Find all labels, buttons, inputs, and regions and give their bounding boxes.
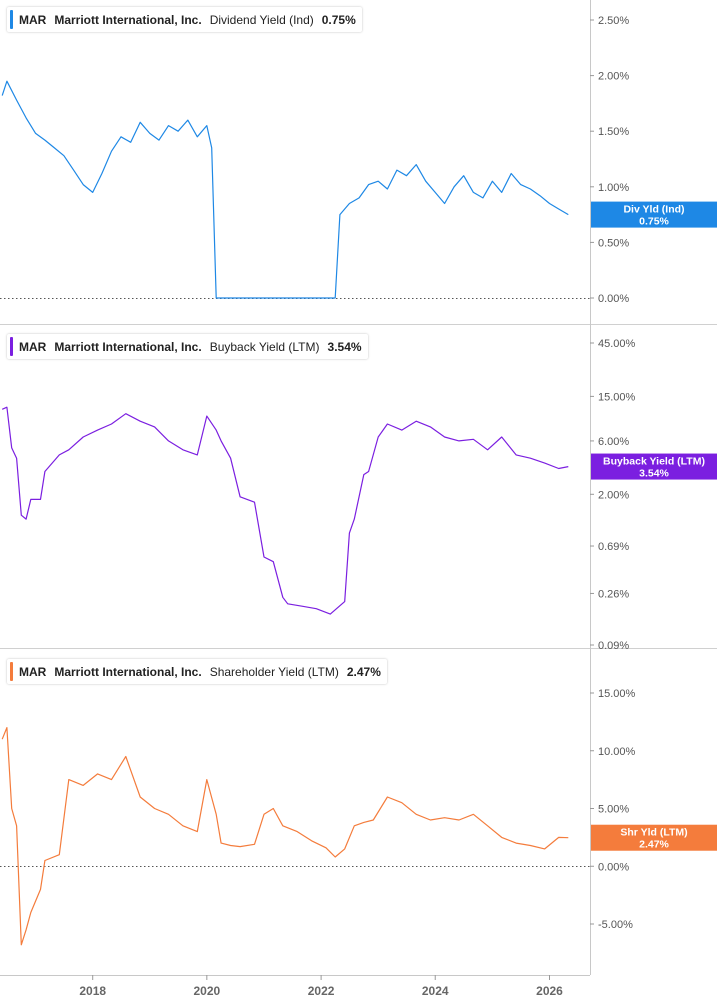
panel-3-company: Marriott International, Inc. [54,664,202,679]
panel-2-metric: Buyback Yield (LTM) [209,339,320,354]
panel-1-metric: Dividend Yield (Ind) [209,12,314,27]
panel-2-badge-value: 3.54% [639,468,669,480]
panel-3-badge-value: 2.47% [639,839,669,851]
panel-2-last-value-badge: Buyback Yield (LTM)3.54% [591,453,717,480]
panel-1-y-tick-label: 1.00% [598,182,629,194]
x-tick-label: 2026 [536,984,563,998]
panel-1-y-tick-label: 0.50% [598,237,629,249]
x-tick-label: 2022 [308,984,335,998]
panel-2-badge-bg [591,453,717,480]
panel-1-y-tick-label: 2.00% [598,71,629,83]
panel-2-y-tick-label: 45.00% [598,338,636,350]
panel-1-legend-color [10,10,13,29]
panel-3-y-tick-label: 0.00% [598,861,629,873]
panel-2-badge-label: Buyback Yield (LTM) [603,456,705,468]
panel-1-legend: MAR Marriott International, Inc. Dividen… [7,7,362,32]
panel-2-ticker: MAR [19,339,47,354]
panel-2-legend-color [10,337,13,356]
panel-3-metric: Shareholder Yield (LTM) [209,664,339,679]
panel-2-value: 3.54% [327,339,362,354]
panel-2-series-line [1,406,569,615]
panel-2-y-tick-label: 6.00% [598,436,629,448]
panel-1-badge-label: Div Yld (Ind) [623,204,684,216]
panel-3-badge-label: Shr Yld (LTM) [620,827,687,839]
panel-3-last-value-badge: Shr Yld (LTM)2.47% [591,824,717,851]
panel-1-badge-bg [591,201,717,228]
panel-2-company: Marriott International, Inc. [54,339,202,354]
panel-1-series-line [1,80,569,299]
panel-1-badge-value: 0.75% [639,216,669,228]
panel-2-y-tick-label: 0.09% [598,640,629,652]
panel-2-legend: MAR Marriott International, Inc. Buyback… [7,334,368,359]
panel-1-last-value-badge: Div Yld (Ind)0.75% [591,201,717,228]
x-tick-label: 2020 [193,984,220,998]
panel-3-value: 2.47% [346,664,381,679]
panel-2-y-tick-label: 0.26% [598,588,629,600]
panel-1-value: 0.75% [321,12,356,27]
x-tick-label: 2024 [422,984,449,998]
panel-1-y-tick-label: 2.50% [598,15,629,27]
panel-3-y-tick-label: 5.00% [598,804,629,816]
panel-1-ticker: MAR [19,12,47,27]
panel-2-y-tick-label: 0.69% [598,541,629,553]
panel-3-legend-color [10,662,13,681]
x-tick-label: 2018 [79,984,106,998]
panel-3-badge-bg [591,824,717,851]
panel-1-y-tick-label: 0.00% [598,293,629,305]
panel-3-legend: MAR Marriott International, Inc. Shareho… [7,659,387,684]
panel-1-company: Marriott International, Inc. [54,12,202,27]
panel-3-y-tick-label: 10.00% [598,746,636,758]
panel-3-y-tick-label: 15.00% [598,688,636,700]
panel-1-y-tick-label: 1.50% [598,126,629,138]
panel-3-series-line [1,726,569,946]
panel-3-ticker: MAR [19,664,47,679]
panel-2-y-tick-label: 15.00% [598,391,636,403]
panel-2-y-tick-label: 2.00% [598,489,629,501]
panel-3-y-tick-label: -5.00% [598,919,633,931]
